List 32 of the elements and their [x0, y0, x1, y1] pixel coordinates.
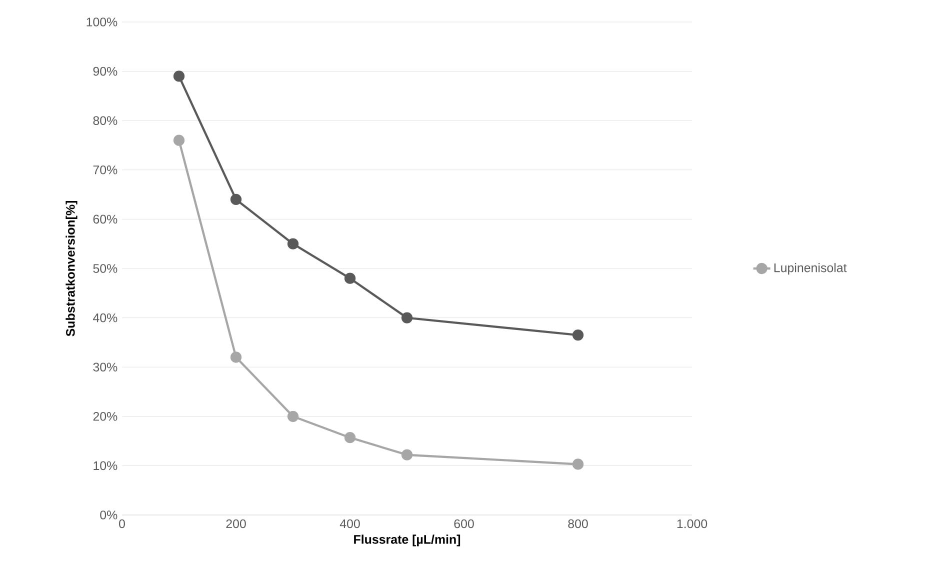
x-tick-label: 0 — [119, 519, 125, 528]
point — [287, 410, 299, 422]
x-tick-label: 800 — [568, 519, 588, 528]
y-tick-label: 90% — [93, 66, 118, 76]
y-tick-label: 70% — [93, 165, 118, 174]
point — [173, 70, 185, 82]
y-tick-label: 20% — [93, 412, 118, 421]
y-tick-label: 50% — [93, 264, 118, 273]
y-tick-label: 80% — [93, 116, 118, 126]
y-tick-label: 30% — [93, 362, 118, 372]
point — [572, 329, 584, 341]
x-tick-label: 400 — [340, 519, 360, 528]
point — [230, 352, 242, 363]
point — [344, 272, 356, 284]
y-tick-label: 60% — [93, 214, 118, 224]
point — [287, 238, 299, 250]
x-tick-label: 1.000 — [677, 519, 708, 528]
x-axis-title: Flussrate [µL/min] — [354, 534, 460, 546]
point — [401, 312, 413, 324]
y-tick-label: 100% — [86, 18, 118, 26]
y-tick-label: 10% — [94, 461, 118, 470]
point — [401, 449, 413, 460]
x-tick-label: 600 — [454, 519, 474, 528]
y-tick-label: 0% — [100, 510, 118, 520]
point — [230, 194, 242, 206]
y-axis-title: Substratkonversion[%] — [66, 201, 78, 336]
point — [173, 134, 185, 146]
legend-label: Lupinenisolat — [774, 263, 847, 275]
point — [572, 458, 584, 470]
x-tick-label: 200 — [226, 519, 246, 528]
y-tick-label: 40% — [93, 313, 118, 322]
point — [344, 432, 356, 444]
